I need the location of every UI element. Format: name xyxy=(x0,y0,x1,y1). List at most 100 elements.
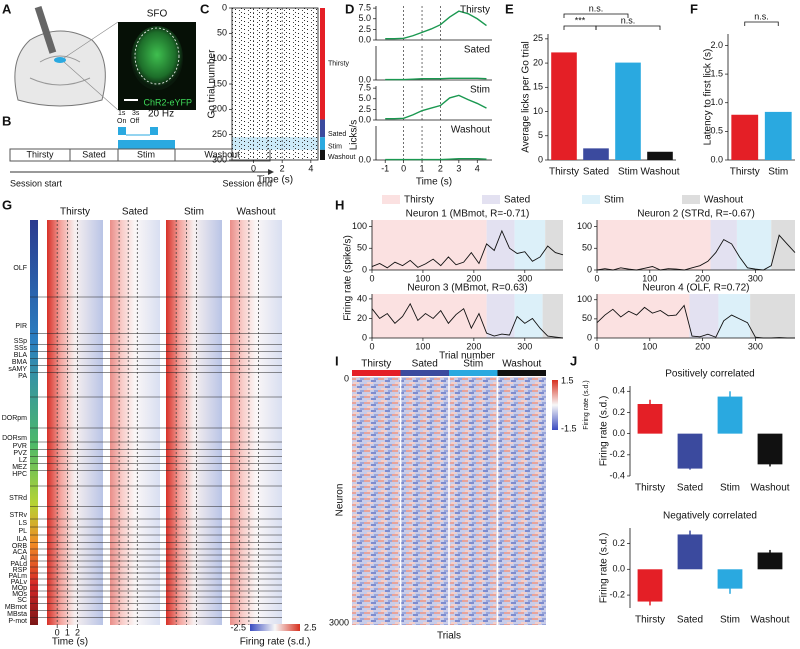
column-title: Thirsty xyxy=(361,359,391,370)
y-tick-label: 1.5 xyxy=(710,68,723,78)
significance-label: n.s. xyxy=(621,15,636,25)
category-label: Stim xyxy=(768,167,788,178)
phase-band xyxy=(597,220,711,270)
x-axis-label: Time (s) xyxy=(416,177,452,188)
region-label: PVR xyxy=(13,443,27,450)
bar xyxy=(583,148,609,160)
bar xyxy=(615,62,641,160)
condition-bar xyxy=(400,370,449,376)
phase-band xyxy=(372,220,487,270)
category-label: Sated xyxy=(677,483,703,494)
zoom-line xyxy=(63,21,119,59)
colorbar-tick-label: 1.5 xyxy=(561,375,574,385)
y-tick-label: 0.5 xyxy=(710,126,723,136)
x-axis-label: Time (s) xyxy=(52,637,88,648)
panel-label: F xyxy=(690,1,698,16)
region-label: SSs xyxy=(14,345,27,352)
y-tick-label: 0.0 xyxy=(358,34,371,44)
heatmap xyxy=(47,220,103,625)
legend-label: Sated xyxy=(504,195,530,206)
region-label: ACA xyxy=(13,549,28,556)
bar xyxy=(647,151,673,160)
y-tick-label: 2.0 xyxy=(710,40,723,50)
region-label: ORB xyxy=(12,543,28,550)
phase-label: Washout xyxy=(204,149,240,159)
significance-bracket xyxy=(563,25,597,30)
legend-label: Stim xyxy=(604,195,624,206)
x-tick-label: 0 xyxy=(251,163,256,173)
significance-label: n.s. xyxy=(589,3,604,13)
y-tick-label: 250 xyxy=(212,129,227,139)
y-tick-label: 0 xyxy=(344,373,349,383)
phase-band xyxy=(486,294,515,338)
x-tick-label: -1 xyxy=(381,163,389,173)
y-tick-label: -0.4 xyxy=(609,470,625,480)
column-title: Washout xyxy=(502,359,541,370)
pulse-on xyxy=(118,127,126,135)
y-tick-label: 0.2 xyxy=(612,407,625,417)
colorbar xyxy=(250,624,300,631)
condition-label: Thirsty xyxy=(328,61,350,68)
legend-label: Washout xyxy=(704,195,743,206)
region-bar xyxy=(30,220,38,625)
panel-label: E xyxy=(505,1,514,16)
significance-bracket xyxy=(595,25,661,30)
sfo-outline xyxy=(134,27,180,85)
y-tick-label: 10 xyxy=(533,106,543,116)
phase-band xyxy=(486,220,515,270)
y-tick-label: 200 xyxy=(212,104,227,114)
colorbar-label: Firing rate (s.d.) xyxy=(240,637,311,648)
x-tick-label: 200 xyxy=(466,273,481,283)
region-label: BLA xyxy=(14,352,28,359)
category-label: Thirsty xyxy=(635,615,665,626)
y-tick-label: 0.0 xyxy=(358,74,371,84)
region-label: PA xyxy=(18,373,27,380)
firing-rate-line xyxy=(371,229,564,269)
phase-band xyxy=(710,220,737,270)
pulse-frequency: 20 Hz xyxy=(148,109,174,120)
x-tick-label: 1 xyxy=(420,163,425,173)
y-tick-label: 100 xyxy=(577,221,592,231)
brain-structure xyxy=(39,55,81,63)
fluorescence xyxy=(131,26,183,90)
heatmap xyxy=(230,220,282,625)
category-label: Washout xyxy=(750,615,789,626)
x-tick-label: 2 xyxy=(280,163,285,173)
firing-rate-line xyxy=(371,302,564,339)
region-label: SC xyxy=(17,597,27,604)
x-axis-label: Time (s) xyxy=(257,175,293,186)
category-label: Thirsty xyxy=(635,483,665,494)
y-tick-label: 0.4 xyxy=(612,386,625,396)
y-tick-label: 0 xyxy=(362,332,367,342)
panel-label: B xyxy=(2,113,11,128)
optic-fiber xyxy=(34,5,57,54)
bar xyxy=(757,552,783,570)
bar xyxy=(677,433,703,469)
x-tick-label: 0 xyxy=(594,273,599,283)
region-label: SFO xyxy=(147,9,168,20)
category-label: Washout xyxy=(640,167,679,178)
region-label: PALv xyxy=(11,579,28,586)
subplot-title: Stim xyxy=(470,85,490,96)
bar xyxy=(677,534,703,570)
phase-band xyxy=(750,294,795,338)
condition-bar xyxy=(449,370,498,376)
region-label: HPC xyxy=(12,471,27,478)
category-label: Washout xyxy=(750,483,789,494)
sfo-spot xyxy=(54,57,66,63)
region-label: STRd xyxy=(9,495,27,502)
y-tick-label: 25 xyxy=(533,33,543,43)
y-tick-label: 0 xyxy=(538,154,543,164)
x-tick-label: 100 xyxy=(642,273,657,283)
y-tick-label: 0.0 xyxy=(612,428,625,438)
condition-bar xyxy=(352,370,401,376)
region-label: MEZ xyxy=(12,464,28,471)
brain-drawing xyxy=(14,5,196,111)
y-tick-label: 3000 xyxy=(329,617,349,627)
firing-rate-line xyxy=(596,234,796,271)
x-tick-label: 100 xyxy=(415,273,430,283)
y-tick-label: 0 xyxy=(587,332,592,342)
panel-label: D xyxy=(345,1,354,16)
region-label: MOs xyxy=(12,591,27,598)
condition-bar xyxy=(320,149,325,160)
